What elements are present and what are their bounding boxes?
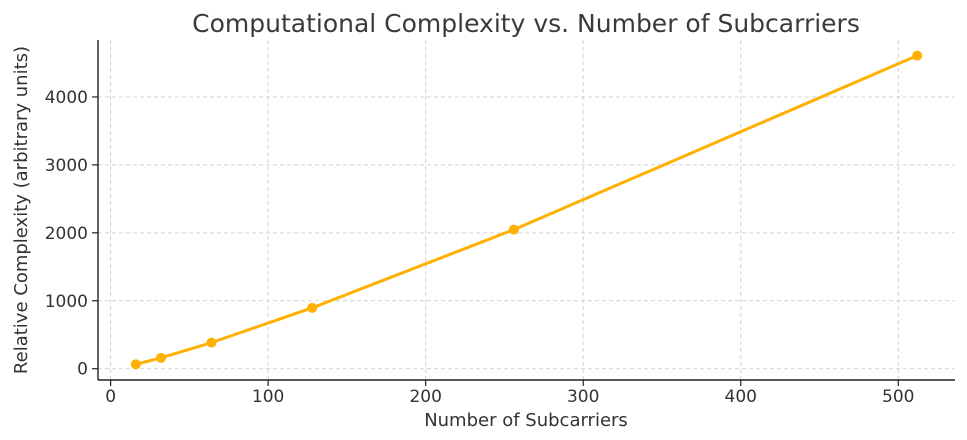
grid bbox=[98, 40, 955, 380]
data-point bbox=[912, 50, 923, 61]
data-point bbox=[206, 337, 217, 348]
data-point bbox=[156, 352, 167, 363]
x-tick-label: 200 bbox=[409, 387, 441, 407]
x-tick-label: 300 bbox=[567, 387, 599, 407]
x-tick-label: 500 bbox=[882, 387, 914, 407]
y-axis-title: Relative Complexity (arbitrary units) bbox=[11, 46, 32, 374]
data-point bbox=[307, 302, 318, 313]
series-line bbox=[134, 54, 919, 366]
y-tick-label: 0 bbox=[77, 360, 88, 380]
data-point bbox=[130, 359, 141, 370]
y-tick-label: 4000 bbox=[45, 88, 88, 108]
x-tick-label: 100 bbox=[252, 387, 284, 407]
x-axis-title: Number of Subcarriers bbox=[424, 410, 628, 431]
chart-title: Computational Complexity vs. Number of S… bbox=[192, 9, 860, 38]
series-layer bbox=[130, 50, 923, 370]
y-tick-label: 2000 bbox=[45, 224, 88, 244]
y-tick-label: 3000 bbox=[45, 156, 88, 176]
data-point bbox=[508, 224, 519, 235]
x-tick-label: 0 bbox=[105, 387, 116, 407]
tick-labels: 0 100 200 300 400 500 0 1000 2000 3000 4000 bbox=[45, 88, 915, 407]
y-tick-label: 1000 bbox=[45, 292, 88, 312]
axes bbox=[92, 40, 955, 386]
x-tick-label: 400 bbox=[725, 387, 757, 407]
